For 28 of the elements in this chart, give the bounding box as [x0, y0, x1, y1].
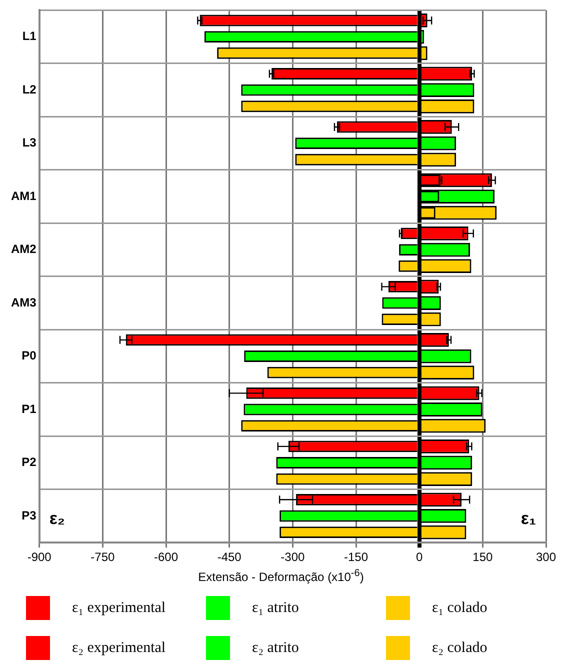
- x-axis-title: Extensão - Deformação (x10$^{-6}$): [197, 568, 365, 584]
- y-tick-label: P0: [22, 348, 37, 363]
- x-tick-label: -450: [217, 550, 242, 564]
- x-tick-label: 150: [472, 550, 493, 564]
- y-tick-label: L1: [22, 29, 37, 44]
- y-tick-label: AM2: [10, 242, 37, 256]
- x-tick-label: -150: [344, 550, 368, 564]
- x-tick-label: 300: [536, 550, 556, 564]
- x-tick-label: -900: [27, 550, 52, 564]
- y-tick-label: AM3: [10, 295, 37, 310]
- legend-label: ε₂ colado: [432, 640, 488, 656]
- x-tick-label: -600: [154, 550, 178, 564]
- x-tick-label: -750: [90, 550, 115, 564]
- legend-label: ε₁ atrito: [252, 600, 299, 616]
- y-tick-label: P3: [22, 508, 37, 522]
- x-tick-label: -300: [280, 550, 305, 564]
- legend-label: ε₂ atrito: [252, 640, 299, 656]
- legend-label: ε₁ experimental: [72, 600, 166, 616]
- y-tick-label: P2: [22, 455, 37, 470]
- y-tick-label: P1: [22, 402, 37, 416]
- annotation: ε₁: [520, 508, 536, 528]
- y-tick-label: L2: [22, 82, 37, 96]
- annotation: ε₂: [49, 508, 65, 528]
- y-tick-label: AM1: [10, 188, 37, 203]
- legend-label: ε₂ experimental: [72, 640, 166, 656]
- x-tick-label: 0: [416, 550, 423, 564]
- legend-label: ε₁ colado: [432, 600, 488, 616]
- y-tick-label: L3: [22, 136, 37, 150]
